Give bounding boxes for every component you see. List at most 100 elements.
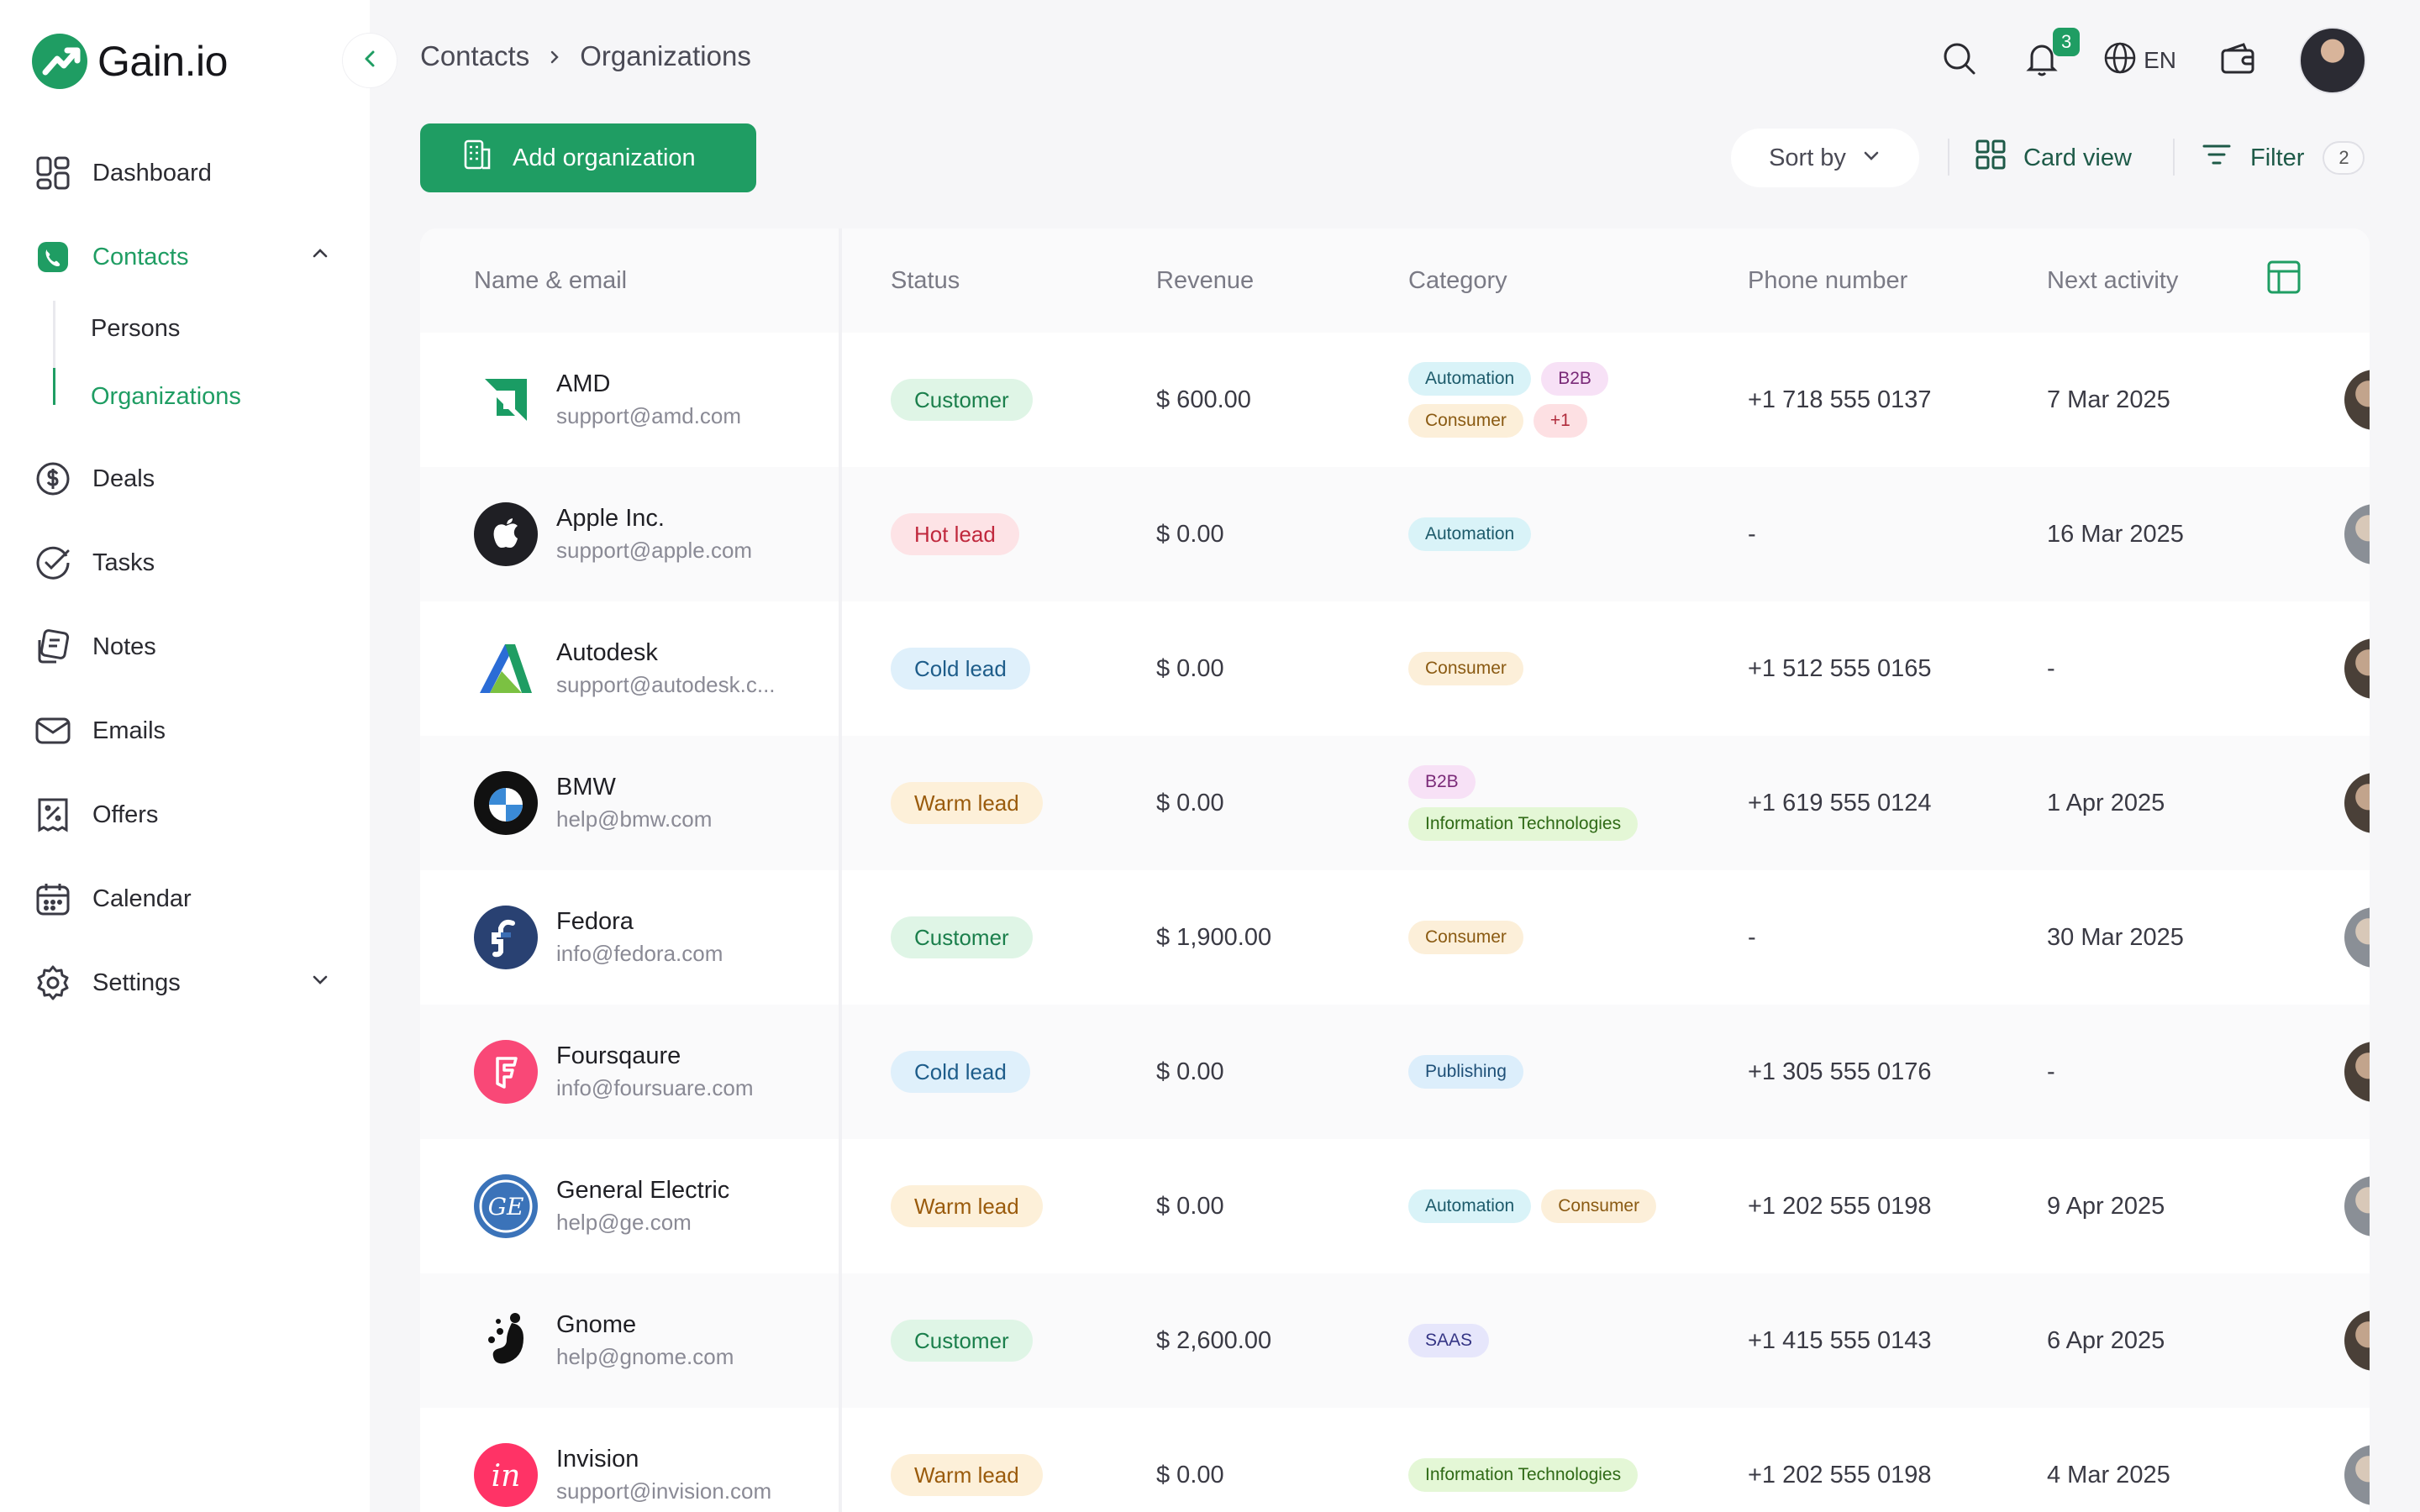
revenue-cell: $ 0.00: [1156, 1192, 1224, 1220]
column-settings-button[interactable]: [2265, 228, 2302, 333]
sidebar-item-persons[interactable]: Persons: [91, 314, 181, 342]
org-email: support@apple.com: [556, 538, 753, 563]
owner-avatar[interactable]: [2344, 1445, 2370, 1505]
bmw-logo-icon: [474, 771, 538, 835]
table-row[interactable]: GE General Electric help@ge.com Warm lea…: [420, 1139, 2370, 1273]
breadcrumb-contacts[interactable]: Contacts: [420, 40, 530, 71]
status-badge: Cold lead: [891, 648, 1030, 690]
sidebar-item-settings[interactable]: Settings: [34, 958, 353, 1008]
sidebar-item-calendar[interactable]: Calendar: [34, 874, 192, 924]
sidebar-item-label: Settings: [92, 969, 181, 996]
next-activity-cell: 7 Mar 2025: [2047, 386, 2170, 413]
next-activity-cell: -: [2047, 654, 2055, 682]
org-name[interactable]: Fedora: [556, 908, 634, 935]
org-name[interactable]: Invision: [556, 1446, 639, 1473]
column-header-status[interactable]: Status: [891, 266, 960, 294]
category-tag: Automation: [1408, 362, 1532, 396]
category-tag: Information Technologies: [1408, 807, 1639, 841]
org-name[interactable]: Autodesk: [556, 639, 658, 666]
bell-icon: [2025, 40, 2059, 81]
sidebar-item-dashboard[interactable]: Dashboard: [34, 148, 212, 198]
category-cell: B2B Information Technologies: [1408, 736, 1728, 870]
org-name[interactable]: Gnome: [556, 1311, 637, 1338]
sidebar-item-deals[interactable]: Deals: [34, 454, 155, 504]
notifications-button[interactable]: 3: [2021, 28, 2081, 81]
owner-avatar[interactable]: [2344, 504, 2370, 564]
owner-avatar[interactable]: [2344, 1042, 2370, 1102]
sidebar-item-organizations[interactable]: Organizations: [91, 382, 241, 410]
user-avatar[interactable]: [2299, 27, 2366, 94]
search-button[interactable]: [1939, 39, 1981, 81]
table-row[interactable]: Fedora info@fedora.com Customer $ 1,900.…: [420, 870, 2370, 1005]
wallet-button[interactable]: [2217, 39, 2259, 81]
language-switcher[interactable]: EN: [2103, 39, 2176, 81]
next-activity-cell: -: [2047, 1058, 2055, 1085]
org-name[interactable]: General Electric: [556, 1177, 730, 1204]
table-row[interactable]: BMW help@bmw.com Warm lead $ 0.00 B2B In…: [420, 736, 2370, 870]
next-activity-cell: 30 Mar 2025: [2047, 923, 2184, 951]
breadcrumb-organizations: Organizations: [580, 40, 751, 71]
owner-avatar[interactable]: [2344, 1310, 2370, 1371]
status-badge: Warm lead: [891, 782, 1043, 824]
chevron-up-icon[interactable]: [309, 243, 331, 271]
revenue-cell: $ 0.00: [1156, 520, 1224, 548]
category-cell: Automation B2B Consumer +1: [1408, 333, 1627, 467]
toolbar-divider: [2173, 139, 2175, 176]
owner-avatar[interactable]: [2344, 370, 2370, 430]
table-row[interactable]: Foursqaure info@foursuare.com Cold lead …: [420, 1005, 2370, 1139]
owner-avatar[interactable]: [2344, 638, 2370, 699]
sidebar-item-label: Deals: [92, 465, 155, 492]
category-cell: SAAS: [1408, 1273, 1728, 1408]
table-row[interactable]: Apple Inc. support@apple.com Hot lead $ …: [420, 467, 2370, 601]
language-label: EN: [2144, 47, 2176, 73]
org-name[interactable]: Foursqaure: [556, 1042, 681, 1069]
org-name[interactable]: Apple Inc.: [556, 505, 665, 532]
sidebar-item-label: Offers: [92, 801, 159, 828]
grid-icon: [1975, 139, 2007, 177]
category-tag: Publishing: [1408, 1055, 1523, 1089]
status-cell: Cold lead: [891, 601, 1030, 736]
table-row[interactable]: AMD support@amd.com Customer $ 600.00 Au…: [420, 333, 2370, 467]
add-organization-button[interactable]: Add organization: [420, 123, 756, 192]
next-activity-cell: 4 Mar 2025: [2047, 1461, 2170, 1488]
sidebar-item-offers[interactable]: Offers: [34, 790, 158, 840]
org-name[interactable]: AMD: [556, 370, 611, 397]
filter-button[interactable]: Filter 2: [2202, 129, 2365, 187]
card-view-button[interactable]: Card view: [1975, 129, 2132, 187]
table-row[interactable]: Autodesk support@autodesk.c... Cold lead…: [420, 601, 2370, 736]
column-header-next-activity[interactable]: Next activity: [2047, 266, 2179, 294]
ge-logo-icon: GE: [474, 1174, 538, 1238]
category-tag: SAAS: [1408, 1324, 1490, 1357]
column-header-revenue[interactable]: Revenue: [1156, 266, 1255, 294]
collapse-sidebar-button[interactable]: [343, 34, 397, 87]
category-tag: Consumer: [1408, 921, 1523, 954]
chevron-down-icon[interactable]: [309, 969, 331, 997]
org-name[interactable]: BMW: [556, 774, 616, 801]
column-header-phone[interactable]: Phone number: [1748, 266, 1908, 294]
phone-cell: +1 619 555 0124: [1748, 789, 1932, 816]
phone-cell: +1 718 555 0137: [1748, 386, 1932, 413]
app-logo[interactable]: Gain.io: [32, 32, 228, 91]
owner-avatar[interactable]: [2344, 907, 2370, 968]
sidebar-item-label: Contacts: [92, 243, 189, 270]
filter-label: Filter: [2250, 144, 2305, 171]
table-columns-icon: [2265, 259, 2302, 302]
sidebar-item-contacts[interactable]: Contacts: [34, 232, 353, 282]
phone-cell: -: [1748, 520, 1756, 548]
status-badge: Cold lead: [891, 1051, 1030, 1093]
amd-logo-icon: [474, 368, 538, 432]
column-header-category[interactable]: Category: [1408, 266, 1507, 294]
sidebar-item-tasks[interactable]: Tasks: [34, 538, 155, 588]
column-header-name[interactable]: Name & email: [474, 266, 628, 294]
phone-cell: +1 512 555 0165: [1748, 654, 1932, 682]
more-tags-badge[interactable]: +1: [1533, 404, 1587, 438]
sidebar-item-emails[interactable]: Emails: [34, 706, 166, 756]
org-info: Foursqaure info@foursuare.com: [556, 1042, 754, 1101]
sidebar-item-notes[interactable]: Notes: [34, 622, 156, 672]
table-row[interactable]: in Invision support@invision.com Warm le…: [420, 1408, 2370, 1512]
owner-avatar[interactable]: [2344, 773, 2370, 833]
table-row[interactable]: Gnome help@gnome.com Customer $ 2,600.00…: [420, 1273, 2370, 1408]
sort-by-button[interactable]: Sort by: [1731, 129, 1919, 187]
org-cell: Foursqaure info@foursuare.com: [474, 1005, 754, 1139]
owner-avatar[interactable]: [2344, 1176, 2370, 1236]
